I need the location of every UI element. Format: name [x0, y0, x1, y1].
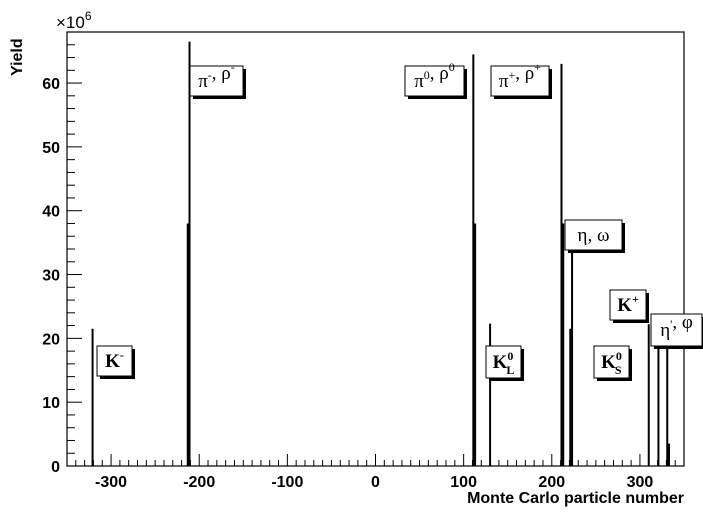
- x-tick-label: -100: [271, 474, 303, 491]
- label-part: -: [231, 60, 235, 74]
- x-tick-label: 300: [627, 474, 654, 491]
- label-box: [189, 65, 244, 97]
- label-part: 0: [449, 60, 455, 74]
- label-part: -: [208, 68, 212, 82]
- annotation-labels: K-π-, ρ-π0, ρ0π+, ρ+η, ωK+K0 L K0 Sη', φ: [96, 60, 703, 381]
- label-box: [564, 219, 623, 251]
- label-part: -: [120, 348, 124, 362]
- bars: [91, 41, 671, 466]
- label-kminus: K-: [96, 345, 135, 379]
- label-text: π+, ρ+: [499, 60, 541, 92]
- label-part: , ρ: [212, 63, 231, 84]
- y-axis-multiplier: ×106: [56, 9, 92, 32]
- label-kplus: K+: [609, 289, 649, 323]
- label-text: η, ω: [578, 225, 610, 246]
- label-part: ': [670, 317, 672, 331]
- y-axis-multiplier-exp: 6: [85, 9, 92, 23]
- label-part: K: [105, 351, 120, 372]
- label-part: K: [493, 352, 508, 373]
- y-tick-label: 10: [42, 395, 60, 412]
- label-etaprimephi: η', φ: [650, 312, 703, 349]
- x-tick-label: 100: [450, 474, 477, 491]
- label-box: [490, 65, 550, 97]
- label-kzeros: K0 S: [593, 345, 632, 381]
- label-part: η, ω: [578, 225, 610, 246]
- label-part: +: [534, 60, 541, 74]
- label-text: π-, ρ-: [198, 60, 235, 92]
- label-part: +: [509, 68, 516, 82]
- y-axis-ticks: 0 10 20 30 40 50 60: [42, 31, 82, 476]
- label-piminus: π-, ρ-: [189, 60, 246, 99]
- label-part: K: [601, 352, 616, 373]
- label-part: , ρ: [515, 63, 534, 84]
- label-pizero: π0, ρ0: [404, 60, 467, 99]
- x-tick-label: -200: [183, 474, 215, 491]
- label-box: [609, 289, 647, 321]
- x-tick-label: 0: [371, 474, 380, 491]
- label-box: [650, 313, 703, 347]
- y-tick-label: 60: [42, 76, 60, 93]
- label-text: K0 S: [601, 349, 622, 377]
- label-part: 0: [616, 349, 622, 363]
- x-axis-ticks: -300 -200 -100 0 100 200 300: [66, 454, 685, 491]
- y-axis-multiplier-base: ×10: [56, 13, 85, 32]
- y-tick-label: 40: [42, 204, 60, 221]
- label-part: +: [632, 292, 639, 306]
- x-axis-title: Monte Carlo particle number: [467, 490, 684, 507]
- y-tick-label: 30: [42, 268, 60, 285]
- label-box: [485, 345, 522, 379]
- x-tick-label: -300: [95, 474, 127, 491]
- label-text: K0 L: [493, 349, 515, 377]
- label-box: [593, 345, 630, 379]
- label-part: 0: [424, 68, 430, 82]
- label-part: L: [506, 363, 514, 377]
- label-part: 0: [507, 349, 513, 363]
- label-part: π: [414, 71, 424, 92]
- label-part: , ρ: [430, 63, 449, 84]
- label-text: K-: [105, 348, 124, 372]
- label-part: π: [499, 71, 509, 92]
- y-tick-label: 0: [51, 459, 60, 476]
- label-etaomega: η, ω: [564, 219, 625, 253]
- label-text: K+: [617, 292, 639, 316]
- y-tick-label: 50: [42, 140, 60, 157]
- label-part: S: [615, 363, 622, 377]
- y-axis-title: Yield: [9, 38, 26, 76]
- label-box: [96, 345, 133, 377]
- label-part: π: [198, 71, 208, 92]
- label-box: [404, 65, 465, 97]
- x-tick-label: 200: [538, 474, 565, 491]
- y-tick-label: 20: [42, 331, 60, 348]
- label-part: η: [660, 320, 670, 341]
- label-part: K: [617, 295, 632, 316]
- label-kzerol: K0 L: [485, 345, 524, 381]
- label-text: η', φ: [660, 312, 693, 341]
- label-piplus: π+, ρ+: [490, 60, 552, 99]
- label-text: π0, ρ0: [414, 60, 455, 92]
- label-part: , φ: [672, 312, 693, 333]
